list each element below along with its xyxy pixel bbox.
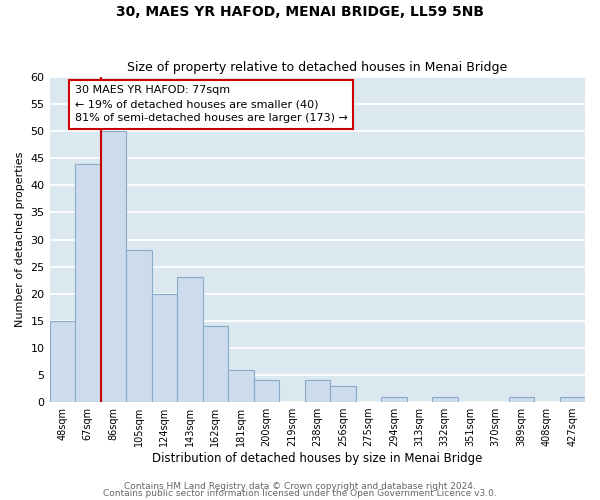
Text: 30 MAES YR HAFOD: 77sqm
← 19% of detached houses are smaller (40)
81% of semi-de: 30 MAES YR HAFOD: 77sqm ← 19% of detache… bbox=[75, 85, 348, 123]
Bar bbox=[509, 396, 534, 402]
Bar bbox=[152, 294, 177, 402]
Bar bbox=[330, 386, 356, 402]
X-axis label: Distribution of detached houses by size in Menai Bridge: Distribution of detached houses by size … bbox=[152, 452, 482, 465]
Bar bbox=[432, 396, 458, 402]
Bar bbox=[126, 250, 152, 402]
Text: 30, MAES YR HAFOD, MENAI BRIDGE, LL59 5NB: 30, MAES YR HAFOD, MENAI BRIDGE, LL59 5N… bbox=[116, 5, 484, 19]
Bar bbox=[203, 326, 228, 402]
Text: Contains public sector information licensed under the Open Government Licence v3: Contains public sector information licen… bbox=[103, 490, 497, 498]
Bar bbox=[75, 164, 101, 402]
Text: Contains HM Land Registry data © Crown copyright and database right 2024.: Contains HM Land Registry data © Crown c… bbox=[124, 482, 476, 491]
Bar bbox=[177, 278, 203, 402]
Y-axis label: Number of detached properties: Number of detached properties bbox=[15, 152, 25, 328]
Bar bbox=[560, 396, 585, 402]
Title: Size of property relative to detached houses in Menai Bridge: Size of property relative to detached ho… bbox=[127, 62, 508, 74]
Bar bbox=[381, 396, 407, 402]
Bar bbox=[305, 380, 330, 402]
Bar bbox=[101, 131, 126, 402]
Bar bbox=[50, 321, 75, 402]
Bar bbox=[228, 370, 254, 402]
Bar bbox=[254, 380, 279, 402]
